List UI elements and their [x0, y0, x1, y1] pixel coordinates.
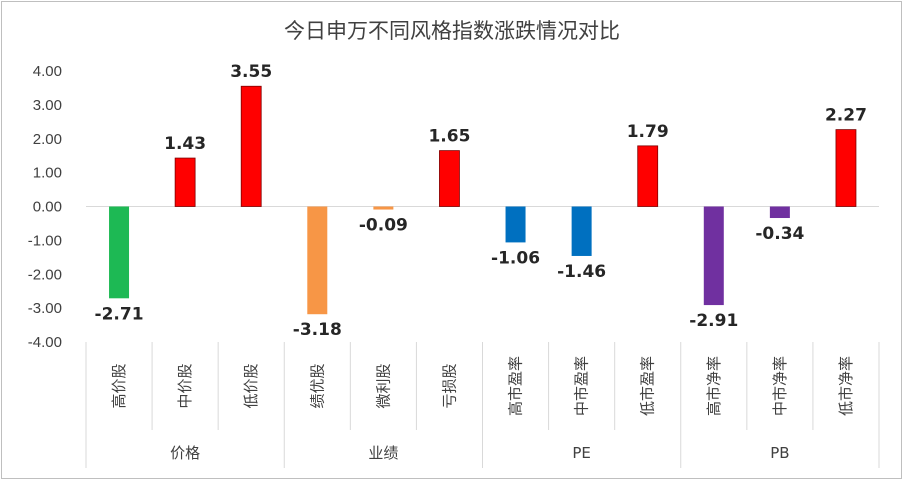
group-label: PE	[572, 444, 591, 462]
y-tick-label: -4.00	[28, 334, 62, 351]
data-label: -0.34	[755, 224, 804, 244]
x-tick-label: 高价股	[110, 363, 128, 408]
bar	[835, 129, 857, 207]
data-label: 1.43	[164, 134, 206, 154]
data-label: 1.79	[627, 122, 669, 142]
y-tick-label: -2.00	[28, 266, 62, 283]
bar	[109, 206, 130, 299]
data-label: 3.55	[230, 62, 272, 82]
y-tick-label: 1.00	[33, 165, 62, 182]
bar	[703, 206, 724, 306]
bar	[571, 206, 592, 256]
bar	[240, 85, 262, 207]
y-tick-label: 0.00	[33, 199, 62, 216]
data-label: -2.71	[95, 304, 144, 324]
x-tick-label: 高市盈率	[507, 356, 525, 416]
bar	[174, 157, 196, 207]
x-tick-label: 亏损股	[440, 363, 458, 408]
group-label: 价格	[170, 444, 200, 462]
data-label: 1.65	[428, 127, 470, 147]
x-tick-label: 微利股	[374, 363, 392, 408]
bar	[505, 206, 526, 243]
data-label: -1.06	[491, 248, 540, 268]
x-tick-label: 低价股	[242, 363, 260, 408]
data-label: -2.91	[689, 311, 738, 331]
y-tick-label: 4.00	[33, 63, 62, 80]
y-tick-label: 3.00	[33, 97, 62, 114]
x-tick-label: 高市净率	[705, 356, 723, 416]
group-label: 业绩	[368, 444, 398, 462]
chart-title: 今日申万不同风格指数涨跌情况对比	[284, 19, 620, 43]
data-label: -3.18	[293, 320, 342, 340]
bar	[769, 206, 790, 219]
x-tick-label: 低市盈率	[639, 356, 657, 416]
y-tick-label: -1.00	[28, 232, 62, 249]
bar	[373, 206, 394, 210]
data-label: -0.09	[359, 216, 408, 236]
data-label: -1.46	[557, 262, 606, 282]
bar	[637, 145, 659, 207]
x-tick-label: 绩优股	[308, 363, 326, 408]
y-tick-label: -3.00	[28, 300, 62, 317]
x-tick-label: 低市净率	[837, 356, 855, 416]
x-tick-label: 中市净率	[771, 356, 789, 416]
x-tick-label: 中市盈率	[573, 356, 591, 416]
y-tick-label: 2.00	[33, 131, 62, 148]
bar	[307, 206, 328, 315]
bar	[439, 150, 460, 207]
data-label: 2.27	[825, 106, 867, 126]
group-label: PB	[770, 444, 789, 462]
x-tick-label: 中价股	[176, 363, 194, 408]
